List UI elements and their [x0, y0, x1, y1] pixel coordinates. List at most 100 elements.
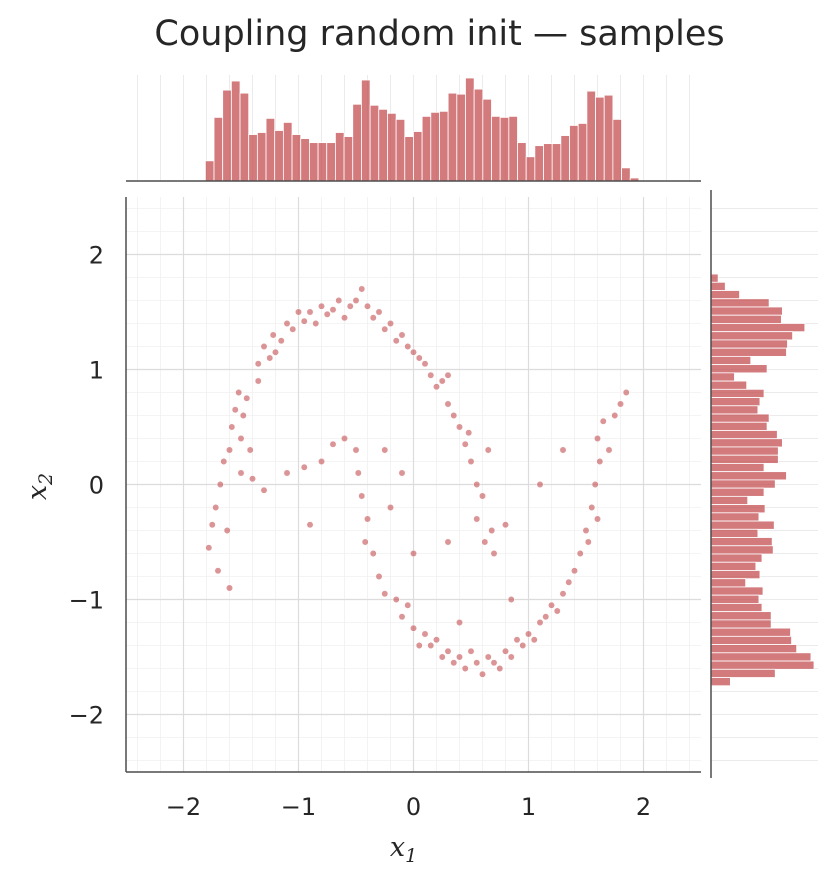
- marginal-y-bar: [710, 545, 774, 555]
- scatter-point: [346, 302, 354, 310]
- marginal-x-bar: [482, 98, 492, 182]
- scatter-point: [410, 348, 417, 356]
- marginal-x-bar: [222, 89, 232, 182]
- scatter-point: [438, 377, 446, 385]
- marginal-x-bar: [361, 79, 371, 182]
- scatter-point: [571, 567, 578, 575]
- scatter-point: [381, 325, 389, 333]
- scatter-point: [433, 636, 440, 644]
- scatter-point: [260, 486, 268, 494]
- marginal-x-bar: [447, 92, 458, 182]
- scatter-point: [450, 412, 458, 419]
- scatter-point: [306, 521, 314, 529]
- marginal-x-bar: [309, 142, 319, 182]
- marginal-x-bar: [265, 117, 276, 182]
- scatter-point: [398, 613, 406, 621]
- marginal-x-bar: [603, 94, 614, 182]
- marginal-x-bar: [421, 115, 432, 182]
- marginal-y-bar: [710, 397, 761, 407]
- scatter-point: [548, 601, 555, 609]
- marginal-y-bar: [710, 578, 747, 588]
- marginal-y-bar: [710, 405, 759, 415]
- scatter-point: [461, 665, 469, 672]
- scatter-point: [231, 406, 239, 414]
- marginal-y-bar: [710, 281, 726, 291]
- scatter-point: [536, 481, 544, 488]
- marginal-y-bar: [710, 553, 763, 563]
- scatter-point: [467, 647, 475, 655]
- scatter-point: [205, 544, 213, 552]
- scatter-point: [335, 297, 343, 304]
- scatter-point: [519, 642, 527, 649]
- scatter-point: [392, 337, 400, 345]
- scatter-point: [481, 538, 489, 546]
- marginal-y-bar: [710, 471, 787, 481]
- chart-title: Coupling random init — samples: [154, 14, 725, 54]
- scatter-point: [594, 435, 601, 442]
- scatter-point: [473, 481, 481, 488]
- scatter-point: [226, 446, 233, 454]
- marginal-x-bar: [256, 132, 267, 182]
- scatter-point: [226, 584, 233, 592]
- scatter-point: [596, 458, 604, 465]
- marginal-x-bar: [465, 77, 475, 182]
- marginal-x-bar: [395, 119, 406, 182]
- scatter-point: [536, 619, 544, 626]
- marginal-x-bar: [213, 116, 224, 182]
- marginal-x-bar: [326, 142, 336, 182]
- marginal-y-bar: [710, 323, 806, 333]
- scatter-point: [312, 320, 320, 327]
- scatter-point: [283, 320, 291, 327]
- marginal-y-bar: [710, 372, 735, 382]
- marginal-x-bar: [560, 135, 570, 182]
- marginal-x-bar: [274, 130, 284, 182]
- scatter-point: [266, 354, 274, 362]
- marginal-x-bar: [517, 142, 527, 182]
- scatter-point: [559, 446, 567, 454]
- y-tick-label: −1: [69, 587, 104, 615]
- scatter-point: [341, 435, 348, 442]
- scatter-point: [605, 446, 613, 454]
- marginal-y-bar: [710, 504, 766, 514]
- marginal-y-bar: [710, 627, 791, 637]
- marginal-y-bar: [710, 421, 768, 431]
- scatter-point: [421, 360, 429, 368]
- scatter-point: [473, 515, 481, 523]
- marginal-x-bar: [378, 108, 388, 182]
- marginal-x-bar: [499, 116, 510, 182]
- marginal-x-bar: [569, 125, 579, 182]
- scatter-point: [243, 394, 251, 402]
- scatter-point: [433, 383, 440, 391]
- marginal-y-bar: [710, 487, 765, 497]
- scatter-point: [456, 619, 463, 626]
- marginal-y-bar: [710, 314, 782, 324]
- x-tick-label: 0: [406, 793, 421, 821]
- marginal-x-bar: [439, 110, 449, 182]
- scatter-point: [479, 492, 486, 500]
- marginal-y-bar: [710, 635, 792, 645]
- scatter-point: [484, 653, 492, 661]
- scatter-point: [289, 325, 297, 333]
- scatter-point: [239, 412, 247, 419]
- marginal-y-bar: [710, 331, 793, 341]
- x-tick-label: 2: [636, 793, 651, 821]
- marginal-x-bar: [551, 143, 562, 182]
- scatter-point: [387, 504, 394, 511]
- scatter-point: [553, 607, 561, 615]
- scatter-point: [392, 596, 400, 603]
- marginal-x-bar: [404, 136, 414, 182]
- marginal-x-bar: [430, 111, 440, 182]
- scatter-point: [410, 550, 417, 557]
- scatter-point: [212, 504, 220, 511]
- y-tick-label: 1: [89, 357, 104, 385]
- marginal-x-bar: [239, 92, 250, 182]
- scatter-point: [450, 659, 458, 667]
- marginal-y-bar: [710, 520, 775, 530]
- marginal-y-bar: [710, 660, 815, 670]
- scatter-point: [398, 331, 406, 339]
- marginal-y-bar: [710, 594, 760, 604]
- scatter-point: [254, 360, 262, 368]
- scatter-point: [381, 590, 389, 598]
- marginal-x-bar: [595, 96, 605, 182]
- marginal-y-bar: [710, 644, 798, 654]
